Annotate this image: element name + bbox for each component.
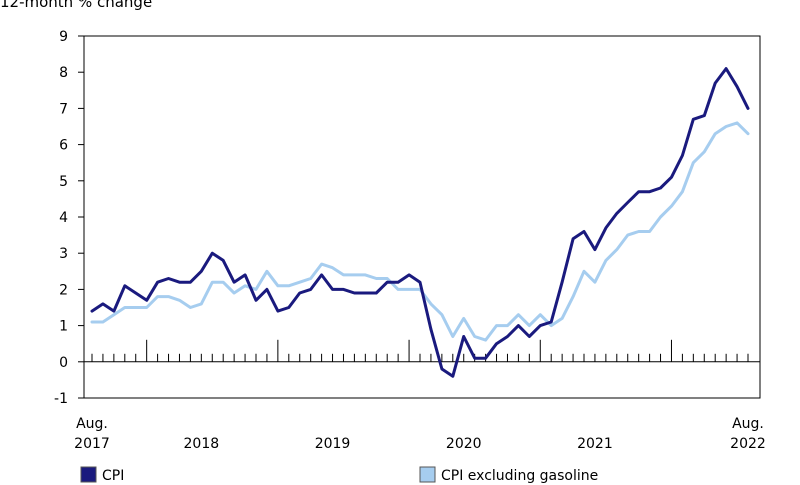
y-tick-label: 0: [59, 355, 68, 371]
plot-frame: [83, 35, 761, 399]
x-tick-label-month: Aug.: [732, 416, 764, 432]
x-tick-label-year: 2018: [184, 436, 220, 452]
y-tick-label: 8: [59, 65, 68, 81]
x-tick-label-year: 2017: [74, 436, 110, 452]
x-tick-label-year: 2022: [730, 436, 766, 452]
y-axis: -1 0 1 2 3 4 5 6 7 8 9: [54, 29, 84, 407]
y-tick-label: 7: [59, 101, 68, 117]
x-tick-label-year: 2021: [577, 436, 613, 452]
y-tick-label: 5: [59, 174, 68, 190]
x-tick-label-month: Aug.: [76, 416, 108, 432]
y-tick-label: 6: [59, 138, 68, 154]
x-tick-label-year: 2019: [315, 436, 351, 452]
legend-swatch: [419, 466, 436, 483]
x-axis: Aug. 2017 2018 2019 2020 2021 Aug. 2022: [74, 339, 766, 452]
y-tick-label: -1: [54, 391, 68, 407]
y-tick-label: 2: [59, 282, 68, 298]
legend-label: CPI: [102, 468, 124, 484]
y-axis-title: 12-month % change: [0, 0, 152, 11]
legend: CPI CPI excluding gasoline: [80, 466, 598, 484]
y-tick-label: 9: [59, 29, 68, 45]
series-line-cpi: [90, 67, 750, 378]
y-tick-label: 3: [59, 246, 68, 262]
y-tick-label: 4: [59, 210, 68, 226]
y-tick-label: 1: [59, 319, 68, 335]
series-lines: [90, 67, 750, 378]
legend-swatch: [80, 466, 97, 483]
legend-label: CPI excluding gasoline: [441, 468, 598, 484]
series-line-cpi-excluding-gasoline: [90, 121, 750, 342]
x-tick-label-year: 2020: [446, 436, 482, 452]
